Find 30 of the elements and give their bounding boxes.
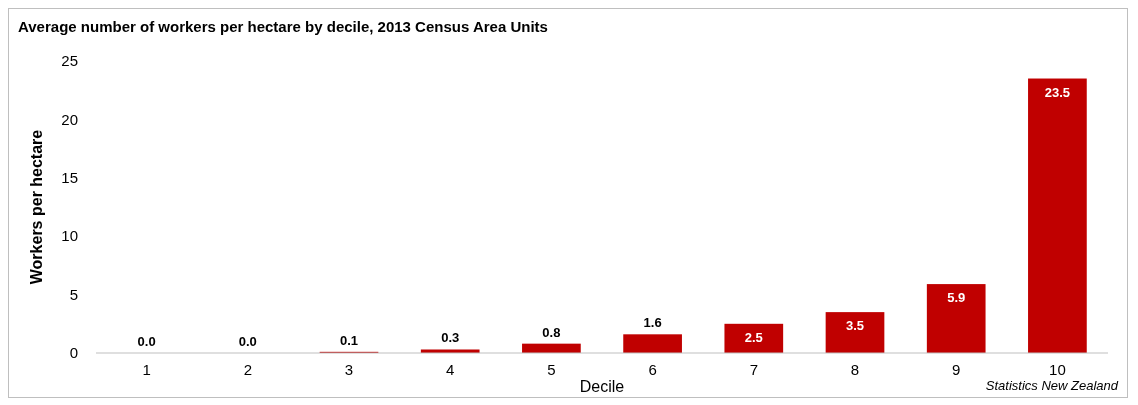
x-tick-label: 9 <box>952 361 961 378</box>
y-tick-label: 20 <box>61 110 78 128</box>
data-label: 5.9 <box>947 290 966 306</box>
x-tick-label: 5 <box>547 361 556 378</box>
x-tick-label: 10 <box>1049 361 1066 378</box>
y-axis-title: Workers per hectare <box>28 129 45 285</box>
data-label: 3.5 <box>845 318 865 334</box>
y-tick-label: 0 <box>69 344 78 362</box>
y-tick-label: 5 <box>69 285 78 303</box>
text: Statistics New Zealand <box>985 378 1119 393</box>
chart-title: Average number of workers per hectare by decile, 2013 Census Area Units <box>18 18 548 35</box>
y-tick-label: 15 <box>61 169 78 187</box>
x-axis-title: Decile <box>579 378 625 395</box>
x-tick-label: 1 <box>142 361 151 378</box>
data-label: 23.5 <box>1044 84 1071 100</box>
data-label: 0.0 <box>238 334 257 349</box>
data-label: 0.1 <box>339 332 359 348</box>
data-label: 0.3 <box>441 330 460 346</box>
y-tick-label: 10 <box>61 227 78 245</box>
data-label: 1.6 <box>643 315 662 331</box>
x-tick-label: 8 <box>850 361 860 378</box>
data-label: 0.8 <box>542 324 561 340</box>
x-tick-label: 2 <box>243 361 252 378</box>
x-tick-label: 6 <box>648 361 657 378</box>
x-tick-label: 3 <box>344 361 354 378</box>
y-tick-label: 25 <box>61 52 78 70</box>
data-label: 0.0 <box>137 334 156 349</box>
data-label: 2.5 <box>744 329 763 345</box>
x-tick-label: 4 <box>446 361 455 378</box>
x-tick-label: 7 <box>749 361 758 378</box>
